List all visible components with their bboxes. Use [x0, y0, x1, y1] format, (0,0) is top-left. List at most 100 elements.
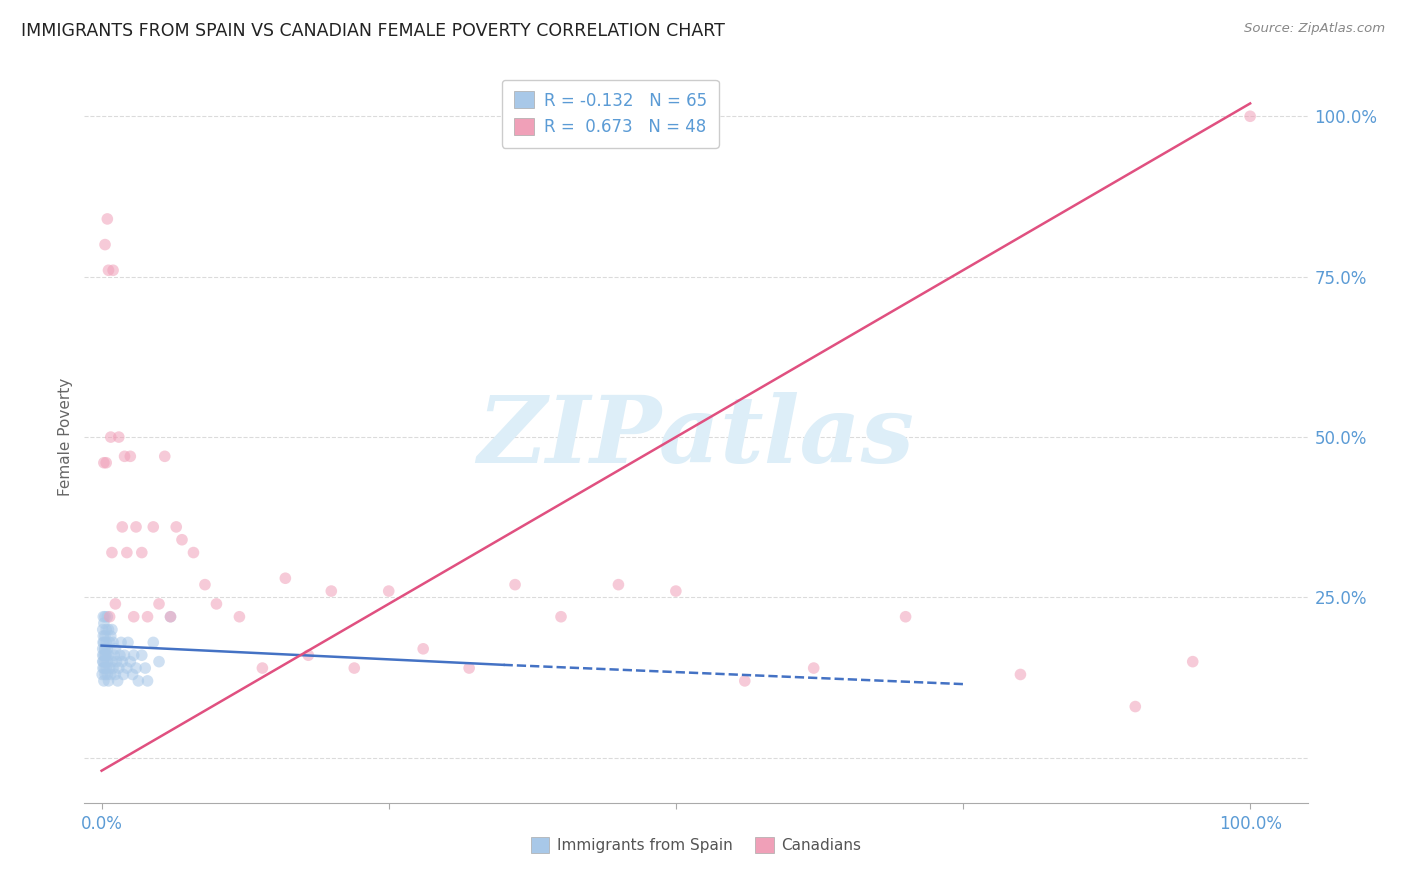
Point: [94, 609, 117, 624]
Point: [108, 648, 131, 663]
Point: [111, 520, 134, 534]
Point: [101, 623, 124, 637]
Point: [343, 661, 366, 675]
Point: [894, 609, 917, 624]
Point: [94, 667, 117, 681]
Point: [94, 237, 117, 252]
Point: [97, 673, 120, 688]
Point: [101, 661, 124, 675]
Point: [122, 609, 145, 624]
Point: [205, 597, 228, 611]
Point: [94, 641, 117, 656]
Point: [148, 655, 170, 669]
Point: [136, 609, 159, 624]
Point: [96, 667, 118, 681]
Point: [101, 545, 124, 559]
Point: [503, 577, 526, 591]
Point: [142, 635, 165, 649]
Point: [91, 641, 114, 656]
Point: [131, 545, 153, 559]
Point: [100, 667, 122, 681]
Point: [91, 661, 114, 675]
Point: [94, 629, 117, 643]
Point: [93, 616, 115, 631]
Point: [104, 597, 127, 611]
Point: [100, 629, 122, 643]
Point: [117, 635, 139, 649]
Legend: Immigrants from Spain, Canadians: Immigrants from Spain, Canadians: [523, 830, 869, 861]
Point: [121, 667, 143, 681]
Point: [107, 673, 129, 688]
Point: [96, 609, 118, 624]
Point: [120, 655, 142, 669]
Point: [274, 571, 297, 585]
Point: [115, 545, 138, 559]
Point: [412, 641, 434, 656]
Point: [93, 635, 115, 649]
Point: [120, 450, 142, 464]
Point: [94, 648, 117, 663]
Point: [96, 655, 118, 669]
Point: [194, 577, 217, 591]
Point: [115, 661, 138, 675]
Point: [93, 648, 115, 663]
Point: [734, 673, 756, 688]
Point: [665, 584, 688, 599]
Point: [91, 609, 114, 624]
Point: [96, 456, 118, 470]
Point: [97, 263, 120, 277]
Point: [101, 655, 124, 669]
Point: [110, 635, 132, 649]
Point: [96, 661, 118, 675]
Point: [93, 673, 115, 688]
Point: [134, 661, 156, 675]
Point: [1123, 699, 1146, 714]
Point: [97, 623, 120, 637]
Point: [98, 661, 121, 675]
Point: [100, 430, 122, 444]
Point: [148, 597, 170, 611]
Point: [550, 609, 572, 624]
Point: [228, 609, 250, 624]
Point: [112, 667, 135, 681]
Point: [104, 667, 127, 681]
Point: [105, 655, 128, 669]
Point: [108, 430, 131, 444]
Point: [153, 450, 176, 464]
Point: [103, 648, 125, 663]
Point: [1239, 109, 1261, 123]
Point: [125, 661, 148, 675]
Point: [136, 673, 159, 688]
Point: [91, 667, 114, 681]
Point: [91, 655, 114, 669]
Point: [91, 655, 114, 669]
Point: [252, 661, 274, 675]
Point: [93, 456, 115, 470]
Point: [183, 545, 205, 559]
Point: [131, 648, 153, 663]
Point: [458, 661, 481, 675]
Text: IMMIGRANTS FROM SPAIN VS CANADIAN FEMALE POVERTY CORRELATION CHART: IMMIGRANTS FROM SPAIN VS CANADIAN FEMALE…: [21, 22, 725, 40]
Point: [111, 655, 134, 669]
Point: [803, 661, 825, 675]
Point: [96, 648, 118, 663]
Point: [98, 635, 121, 649]
Point: [101, 635, 124, 649]
Point: [96, 635, 118, 649]
Point: [297, 648, 319, 663]
Point: [127, 673, 149, 688]
Point: [114, 648, 136, 663]
Point: [91, 623, 114, 637]
Point: [170, 533, 193, 547]
Point: [91, 648, 114, 663]
Point: [96, 623, 118, 637]
Point: [607, 577, 630, 591]
Point: [1181, 655, 1204, 669]
Point: [91, 635, 114, 649]
Point: [96, 641, 118, 656]
Point: [1010, 667, 1032, 681]
Point: [94, 655, 117, 669]
Point: [159, 609, 181, 624]
Point: [96, 211, 118, 226]
Text: ZIPatlas: ZIPatlas: [478, 392, 914, 482]
